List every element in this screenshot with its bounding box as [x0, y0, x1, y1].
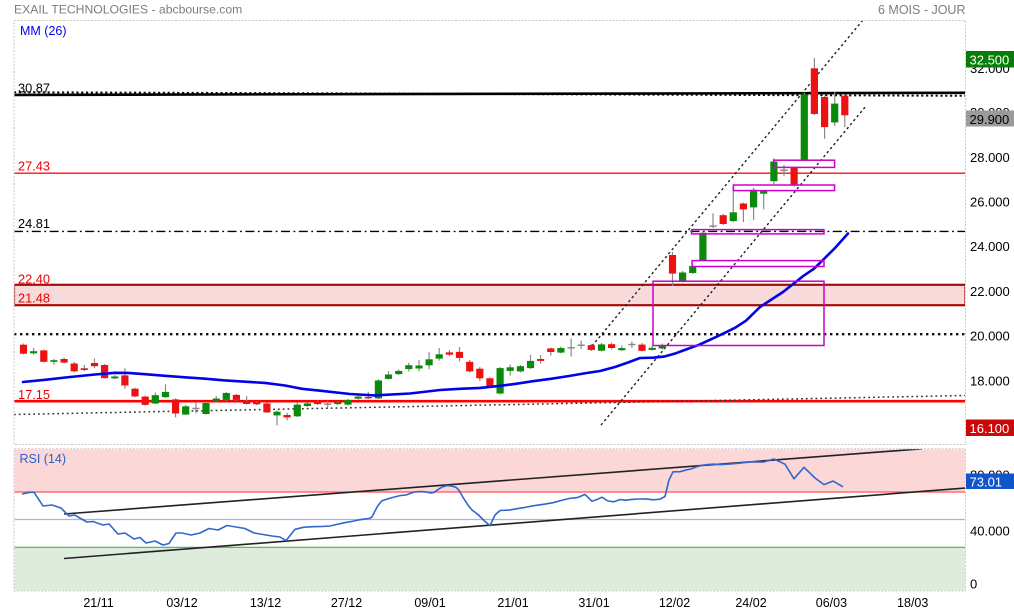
svg-text:MM (26): MM (26) [20, 24, 67, 38]
svg-text:27/12: 27/12 [331, 596, 362, 610]
svg-text:06/03: 06/03 [816, 596, 847, 610]
svg-text:16.100: 16.100 [970, 421, 1010, 436]
svg-text:09/01: 09/01 [414, 596, 445, 610]
svg-text:6 MOIS - JOUR: 6 MOIS - JOUR [878, 3, 966, 17]
svg-text:20.000: 20.000 [970, 329, 1010, 344]
svg-text:24.000: 24.000 [970, 239, 1010, 254]
svg-text:0: 0 [970, 577, 977, 592]
svg-text:17.15: 17.15 [18, 387, 50, 402]
svg-text:24.81: 24.81 [18, 216, 50, 231]
svg-text:13/12: 13/12 [250, 596, 281, 610]
svg-text:22.000: 22.000 [970, 284, 1010, 299]
svg-text:12/02: 12/02 [659, 596, 690, 610]
svg-text:29.900: 29.900 [970, 112, 1010, 127]
svg-text:24/02: 24/02 [735, 596, 766, 610]
svg-text:31/01: 31/01 [578, 596, 609, 610]
svg-text:27.43: 27.43 [18, 159, 50, 174]
svg-text:40.000: 40.000 [970, 523, 1010, 538]
svg-text:32.500: 32.500 [970, 53, 1010, 68]
svg-text:26.000: 26.000 [970, 195, 1010, 210]
svg-text:21.48: 21.48 [18, 291, 50, 306]
svg-text:21/01: 21/01 [497, 596, 528, 610]
svg-text:18.000: 18.000 [970, 373, 1010, 388]
svg-text:18/03: 18/03 [897, 596, 928, 610]
svg-text:28.000: 28.000 [970, 150, 1010, 165]
svg-text:30.87: 30.87 [18, 81, 50, 96]
svg-text:22.40: 22.40 [18, 272, 50, 287]
svg-text:73.01: 73.01 [970, 474, 1003, 489]
svg-text:EXAIL TECHNOLOGIES - abcbourse: EXAIL TECHNOLOGIES - abcbourse.com [14, 3, 242, 17]
svg-text:RSI (14): RSI (14) [20, 452, 67, 466]
svg-text:21/11: 21/11 [83, 596, 113, 610]
svg-text:03/12: 03/12 [166, 596, 197, 610]
